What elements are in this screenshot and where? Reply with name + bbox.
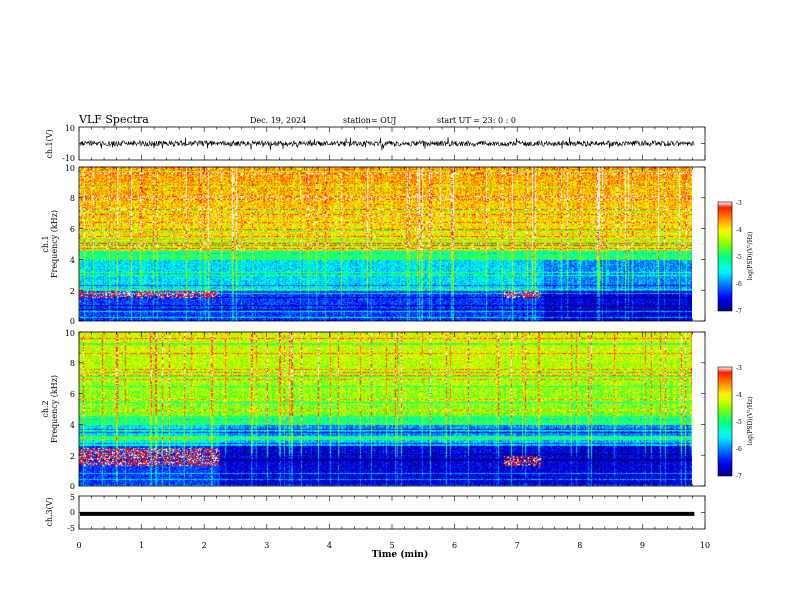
time-tick-label-9: 9 [640,541,645,550]
ch2-cb-tick-m7: -7 [736,473,742,480]
ch2-freq-tick-4: 4 [70,421,75,430]
ch2-colorbar-label: log(PSD)(V²/Hz) [747,397,754,446]
ch1-cb-tick-m7: -7 [736,308,742,315]
ch3-waveform-frame [78,495,706,530]
time-tick-label-0: 0 [76,541,81,550]
ch1-colorbar-gradient [717,201,733,312]
ch2-cb-tick-m5: -5 [736,419,742,426]
ch1-freq-tick-10: 10 [65,164,75,173]
figure-date: Dec. 19, 2024 [250,116,306,125]
ch2-cb-tick-m4: -4 [736,392,742,399]
ch1-channel-label: ch.1 [41,235,50,252]
ch1-spectrogram-frame [78,166,706,322]
time-tick-label-8: 8 [577,541,582,550]
ch2-freq-axis-label: Frequency (kHz) [50,375,59,443]
time-tick-label-4: 4 [327,541,332,550]
figure-station: station= OUJ [343,116,396,125]
ch2-cb-tick-m6: -6 [736,446,742,453]
ch2-freq-tick-2: 2 [70,452,75,461]
ch1-spectrogram-image [79,167,692,321]
ch1-freq-tick-8: 8 [70,194,75,203]
ch2-cb-tick-m3: -3 [736,365,742,372]
ch3-ytick-bottom: -5 [67,524,75,533]
time-tick-label-5: 5 [389,541,394,550]
ch1-ytick-top: 10 [65,124,75,133]
figure-title: VLF Spectra [78,113,149,126]
ch3-waveform-ylabel: ch.3(V) [45,497,54,526]
ch1-freq-tick-0: 0 [70,317,75,326]
ch3-waveform-panel: 5 0 -5 ch.3(V) [45,493,706,533]
time-tick-label-7: 7 [515,541,520,550]
ch1-waveform-trace [79,136,695,151]
ch1-waveform-panel: 10 -10 ch.1(V) [45,124,706,163]
time-tick-label-3: 3 [264,541,269,550]
ch1-ytick-bottom: -10 [62,154,75,163]
time-axis-tick-labels: 0 1 2 3 4 5 6 7 8 9 10 [76,541,710,550]
ch3-ytick-top: 5 [70,493,75,502]
ch1-cb-tick-m3: -3 [736,200,742,207]
ch2-freq-tick-0: 0 [70,482,75,491]
time-tick-label-1: 1 [139,541,144,550]
ch2-freq-tick-10: 10 [65,329,75,338]
ch2-spectrogram-panel: 0 2 4 6 8 10 ch.2 Frequency (kHz) [41,329,706,491]
ch3-ytick-mid: 0 [70,508,75,517]
ch1-spectrogram-ticks [78,166,706,322]
time-tick-label-6: 6 [452,541,457,550]
ch1-cb-tick-m6: -6 [736,281,742,288]
ch1-freq-tick-6: 6 [70,225,75,234]
ch1-waveform-ticks [78,127,706,160]
figure-start-time: start UT = 23: 0 : 0 [437,116,516,125]
ch1-cb-tick-m5: -5 [736,254,742,261]
time-tick-label-10: 10 [700,541,710,550]
ch2-freq-tick-8: 8 [70,359,75,368]
ch1-freq-tick-4: 4 [70,256,75,265]
ch2-freq-tick-6: 6 [70,390,75,399]
ch1-colorbar-label: log(PSD)(V²/Hz) [747,232,754,281]
ch2-colorbar: -3 -4 -5 -6 -7 log(PSD)(V²/Hz) [717,365,754,480]
time-axis-label: Time (min) [372,549,429,560]
ch1-waveform-frame [78,126,706,161]
ch2-spectrogram-frame [78,331,706,487]
ch2-colorbar-gradient [717,366,733,477]
ch1-waveform-ylabel: ch.1(V) [45,129,54,158]
time-tick-label-2: 2 [202,541,207,550]
ch1-spectrogram-panel: 0 2 4 6 8 10 ch.1 Frequency (kHz) [41,164,706,326]
ch2-spectrogram-image [79,332,692,486]
ch1-cb-tick-m4: -4 [736,227,742,234]
ch1-colorbar: -3 -4 -5 -6 -7 log(PSD)(V²/Hz) [717,200,754,315]
ch1-freq-axis-label: Frequency (kHz) [50,210,59,278]
ch2-channel-label: ch.2 [41,400,50,417]
ch1-freq-tick-2: 2 [70,287,75,296]
